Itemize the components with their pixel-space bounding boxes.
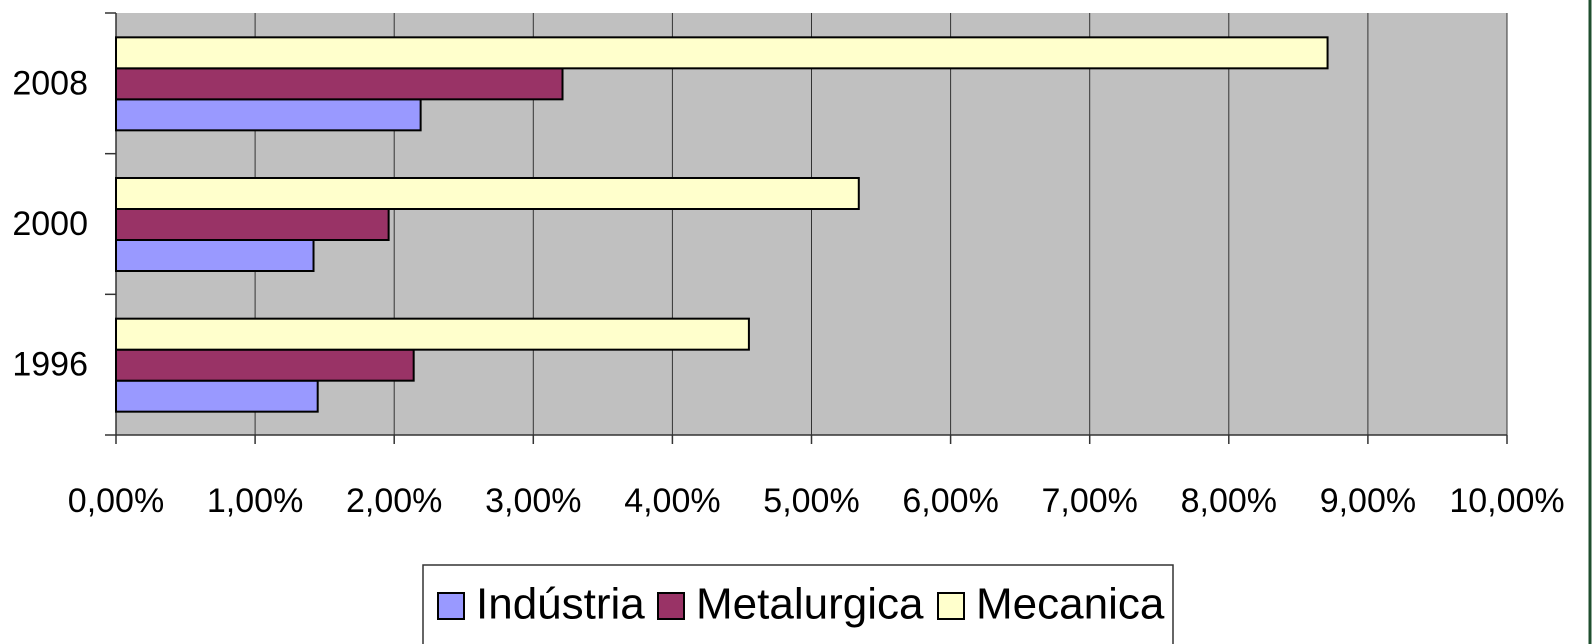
y-tick-label: 2000 xyxy=(12,205,88,243)
x-tick-label: 2,00% xyxy=(346,482,442,520)
x-tick-label: 0,00% xyxy=(68,482,164,520)
bar xyxy=(115,36,1329,70)
bar xyxy=(115,208,390,241)
x-tick-label: 4,00% xyxy=(624,482,720,520)
legend-label: Mecanica xyxy=(976,580,1165,629)
bar xyxy=(115,317,750,351)
bar xyxy=(115,348,415,382)
legend-swatch xyxy=(657,592,685,620)
x-tick-label: 9,00% xyxy=(1320,482,1416,520)
x-tick-label: 10,00% xyxy=(1449,482,1564,520)
legend-label: Indústria xyxy=(476,580,645,629)
bar xyxy=(115,67,564,101)
bar xyxy=(115,177,860,210)
x-tick-label: 6,00% xyxy=(902,482,998,520)
legend-swatch xyxy=(937,592,965,620)
legend-swatch xyxy=(437,592,465,620)
x-tick-label: 5,00% xyxy=(763,482,859,520)
x-tick-label: 3,00% xyxy=(485,482,581,520)
legend-label: Metalurgica xyxy=(696,580,924,629)
y-tick-label: 1996 xyxy=(12,346,88,384)
x-tick-label: 1,00% xyxy=(207,482,303,520)
bar xyxy=(115,98,422,132)
x-tick-label: 7,00% xyxy=(1041,482,1137,520)
legend-box xyxy=(422,564,1174,644)
bar xyxy=(115,239,315,272)
y-tick-label: 2008 xyxy=(12,64,88,102)
bar xyxy=(115,379,319,413)
x-tick-label: 8,00% xyxy=(1181,482,1277,520)
